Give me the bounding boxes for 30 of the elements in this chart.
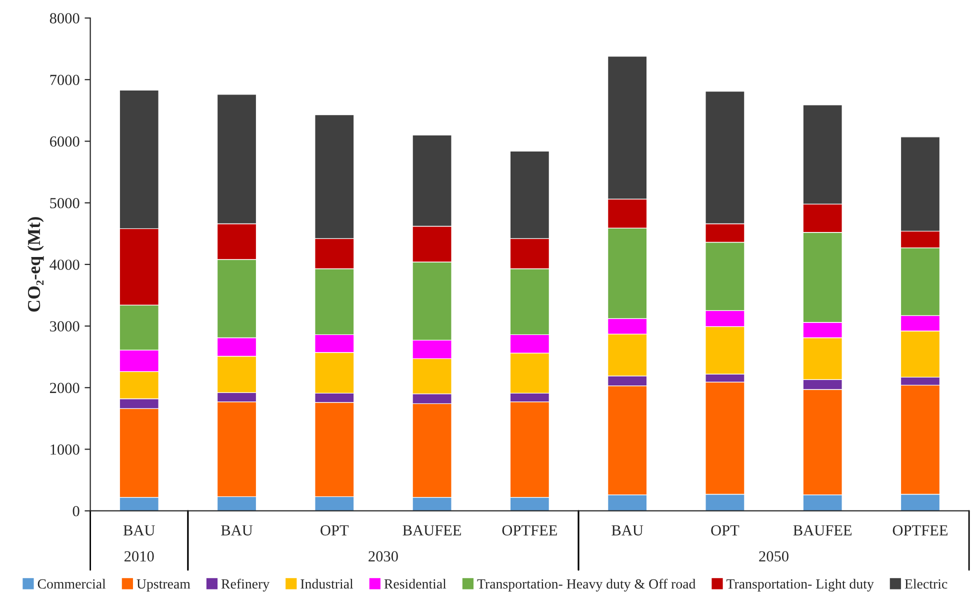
legend-label: Upstream	[136, 579, 190, 592]
y-tick-label: 4000	[50, 260, 80, 270]
x-tick-label: OPT	[320, 525, 349, 536]
legend-label: Electric	[904, 578, 948, 589]
x-tick-label: BAUFEE	[402, 525, 461, 536]
y-tick-label: 0	[72, 506, 80, 516]
y-tick-label: 8000	[50, 13, 80, 24]
x-tick-label: BAU	[221, 525, 253, 536]
legend-label: Refinery	[221, 578, 270, 592]
x-tick-label: BAU	[612, 525, 644, 536]
text: 2050	[759, 551, 788, 562]
y-tick-label: 2000	[50, 382, 80, 394]
legend-label: Transportation- Light duty	[726, 578, 874, 592]
y-tick-label: 3000	[50, 321, 80, 332]
legend-label: Residential	[384, 578, 446, 589]
legend-label: Transportation- Heavy duty & Off road	[477, 578, 696, 592]
text: 2010	[124, 551, 154, 562]
legend-label: Commercial	[38, 578, 106, 589]
legend-label: Industrial	[300, 578, 354, 589]
x-tick-label: BAU	[123, 525, 155, 536]
y-axis-title: CO₂-eq (Mt)	[27, 217, 44, 312]
x-tick-label: OPTFEE	[892, 525, 948, 536]
text: 2030	[368, 551, 398, 562]
x-tick-label: OPT	[711, 525, 740, 536]
y-tick-label: 1000	[50, 444, 80, 455]
y-tick-label: 6000	[50, 136, 80, 147]
y-tick-label: 7000	[50, 74, 80, 86]
x-tick-label: OPTFEE	[502, 525, 557, 536]
y-tick-label: 5000	[50, 198, 80, 208]
x-tick-label: BAUFEE	[793, 525, 852, 536]
